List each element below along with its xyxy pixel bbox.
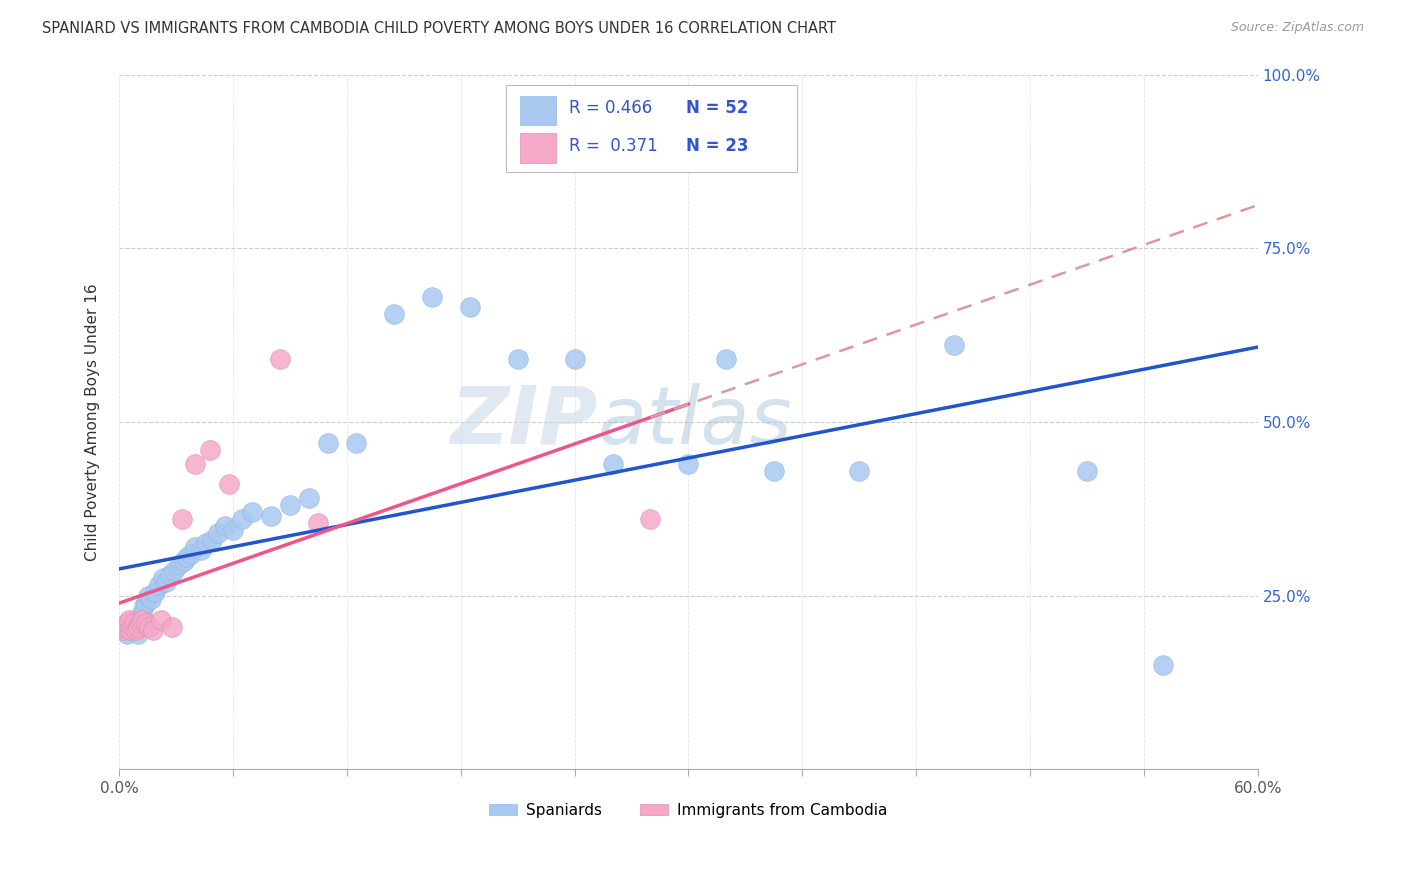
Point: [122, 613, 145, 627]
Text: Source: ZipAtlas.com: Source: ZipAtlas.com: [1230, 21, 1364, 34]
Point: [344, 435, 367, 450]
Point: [278, 498, 301, 512]
Point: [143, 585, 166, 599]
Point: [169, 558, 191, 572]
Point: [602, 457, 624, 471]
Point: [142, 624, 165, 638]
Legend: Spaniards, Immigrants from Cambodia: Spaniards, Immigrants from Cambodia: [484, 797, 893, 824]
Point: [240, 505, 263, 519]
Point: [149, 613, 172, 627]
Point: [114, 620, 136, 634]
Point: [564, 352, 586, 367]
Point: [117, 616, 139, 631]
Point: [131, 613, 153, 627]
Point: [943, 338, 966, 352]
Point: [141, 592, 163, 607]
Point: [120, 624, 142, 638]
Point: [218, 477, 240, 491]
Point: [125, 624, 148, 638]
Point: [716, 352, 738, 367]
Point: [316, 435, 339, 450]
Point: [176, 550, 198, 565]
Text: SPANIARD VS IMMIGRANTS FROM CAMBODIA CHILD POVERTY AMONG BOYS UNDER 16 CORRELATI: SPANIARD VS IMMIGRANTS FROM CAMBODIA CHI…: [42, 21, 837, 36]
Point: [127, 627, 149, 641]
Point: [269, 352, 291, 367]
Point: [152, 571, 174, 585]
Point: [111, 624, 134, 638]
FancyBboxPatch shape: [506, 85, 797, 172]
Point: [214, 519, 236, 533]
Point: [382, 307, 405, 321]
Point: [762, 464, 785, 478]
Point: [260, 508, 283, 523]
Y-axis label: Child Poverty Among Boys Under 16: Child Poverty Among Boys Under 16: [86, 283, 100, 561]
Point: [148, 578, 170, 592]
Point: [136, 589, 159, 603]
Point: [170, 512, 193, 526]
Point: [173, 554, 195, 568]
Point: [127, 620, 149, 634]
Point: [111, 624, 134, 638]
Point: [184, 540, 207, 554]
Point: [298, 491, 321, 506]
Point: [114, 620, 136, 634]
Point: [138, 620, 160, 634]
Point: [135, 616, 157, 631]
Point: [184, 457, 207, 471]
Point: [420, 290, 443, 304]
Point: [180, 547, 202, 561]
Point: [121, 620, 143, 634]
Point: [458, 300, 481, 314]
Point: [231, 512, 253, 526]
Text: ZIP: ZIP: [450, 383, 598, 461]
Point: [117, 613, 139, 627]
Point: [1076, 464, 1098, 478]
Point: [125, 616, 148, 631]
Point: [307, 516, 329, 530]
FancyBboxPatch shape: [520, 95, 557, 125]
Point: [1152, 658, 1174, 673]
Point: [848, 464, 870, 478]
Point: [207, 526, 229, 541]
Point: [198, 442, 221, 457]
Point: [131, 606, 153, 620]
FancyBboxPatch shape: [520, 134, 557, 162]
Point: [678, 457, 700, 471]
Point: [120, 624, 142, 638]
Point: [115, 627, 138, 641]
Point: [122, 616, 145, 631]
Point: [155, 574, 177, 589]
Point: [640, 512, 662, 526]
Point: [195, 536, 218, 550]
Point: [135, 596, 157, 610]
Text: N = 52: N = 52: [686, 99, 748, 118]
Text: atlas: atlas: [598, 383, 792, 461]
Text: R =  0.371: R = 0.371: [569, 137, 658, 155]
Point: [160, 620, 183, 634]
Text: N = 23: N = 23: [686, 137, 748, 155]
Text: R = 0.466: R = 0.466: [569, 99, 652, 118]
Point: [163, 564, 186, 578]
Point: [121, 620, 143, 634]
Point: [506, 352, 529, 367]
Point: [201, 533, 224, 547]
Point: [129, 616, 152, 631]
Point: [115, 616, 138, 631]
Point: [222, 523, 245, 537]
Point: [129, 620, 152, 634]
Point: [159, 567, 181, 582]
Point: [190, 543, 212, 558]
Point: [132, 599, 155, 613]
